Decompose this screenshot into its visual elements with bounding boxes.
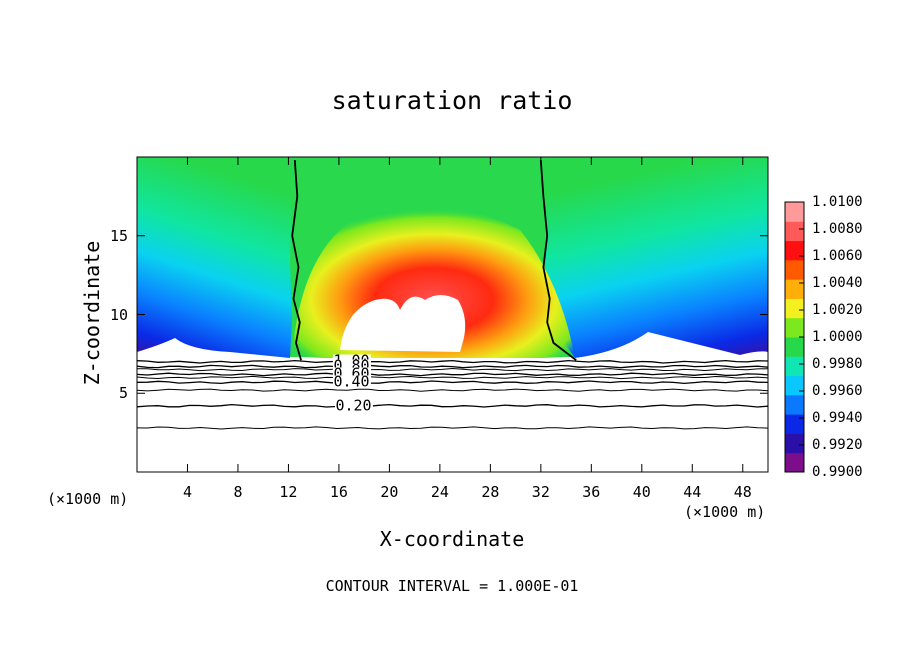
left-white-cutout	[137, 338, 290, 358]
contour-label-0.20: 0.20	[334, 396, 373, 415]
colorbar-swatch	[785, 298, 804, 319]
colorbar-swatch	[785, 433, 804, 454]
colorbar-tick-label: 0.9980	[812, 356, 863, 372]
colorbar-swatch	[785, 202, 804, 222]
x-tick-label: 48	[733, 483, 752, 501]
contour-line-minor	[137, 426, 768, 430]
contour-line-0.80	[137, 364, 768, 369]
colorbar	[784, 201, 805, 473]
boundary-left	[291, 160, 302, 361]
contour-line-minor	[137, 388, 768, 392]
contour-line-0.60	[137, 372, 768, 377]
contour-line-0.40	[137, 380, 768, 385]
x-axis-label: X-coordinate	[379, 527, 525, 551]
x-tick-label: 8	[233, 483, 243, 501]
y-tick-label: 10	[109, 305, 128, 324]
contour-label-0.40: 0.40	[332, 372, 371, 391]
boundary-right	[539, 160, 577, 361]
colorbar-tick-label: 0.9900	[812, 464, 863, 480]
colorbar-tick-label: 1.0080	[812, 221, 863, 237]
colorbar-tick-label: 1.0020	[812, 302, 863, 318]
contour-line-minor	[137, 367, 768, 372]
colorbar-swatch	[785, 279, 804, 299]
left-subsaturated-region	[137, 157, 292, 358]
x-tick-label: 44	[683, 483, 702, 501]
colorbar-tick-label: 0.9920	[812, 437, 863, 453]
contour-lines	[137, 359, 768, 430]
axis-ticks	[137, 157, 768, 472]
x-tick-label: 20	[380, 483, 399, 501]
colorbar-tick-label: 1.0100	[812, 194, 863, 210]
colorbar-swatch	[785, 375, 804, 396]
field	[137, 157, 768, 472]
y-tick-label: 15	[109, 226, 128, 245]
cloud-white-region	[340, 295, 466, 352]
colorbar-swatch	[785, 394, 804, 415]
colorbar-swatch	[785, 317, 804, 338]
colorbar-tick-label: 1.0060	[812, 248, 863, 264]
y-tick-label: 5	[118, 384, 128, 403]
saturation-boundary	[291, 160, 577, 361]
colorbar-swatch	[785, 414, 804, 434]
x-tick-label: 24	[430, 483, 449, 501]
contour-line-0.20	[137, 403, 768, 408]
colorbar-tick-label: 0.9940	[812, 410, 863, 426]
right-white-cutout	[575, 332, 768, 358]
colorbar-swatch	[785, 259, 804, 280]
colorbar-tick-label: 0.9960	[812, 383, 863, 399]
x-tick-label: 40	[632, 483, 651, 501]
colorbar-swatch	[785, 356, 804, 377]
contour-line-1.00	[137, 359, 768, 364]
chart-title: saturation ratio	[331, 86, 573, 115]
x-tick-label: 28	[481, 483, 500, 501]
x-unit-right: (×1000 m)	[684, 503, 766, 521]
colorbar-swatch	[785, 337, 804, 357]
right-subsaturated-region	[545, 157, 768, 358]
colorbar-tick-label: 1.0040	[812, 275, 863, 291]
colorbar-swatch	[785, 452, 804, 473]
x-tick-label: 4	[182, 483, 192, 501]
contour-interval-note: CONTOUR INTERVAL = 1.000E-01	[325, 577, 579, 595]
colorbar-swatch	[785, 221, 804, 242]
contour-line-minor	[137, 375, 768, 380]
x-unit-left: (×1000 m)	[47, 490, 129, 508]
colorbar-swatch	[785, 240, 804, 261]
x-tick-label: 32	[531, 483, 550, 501]
x-tick-label: 16	[329, 483, 348, 501]
x-tick-label: 12	[279, 483, 298, 501]
colorbar-tick-label: 1.0000	[812, 329, 863, 345]
x-tick-label: 36	[582, 483, 601, 501]
